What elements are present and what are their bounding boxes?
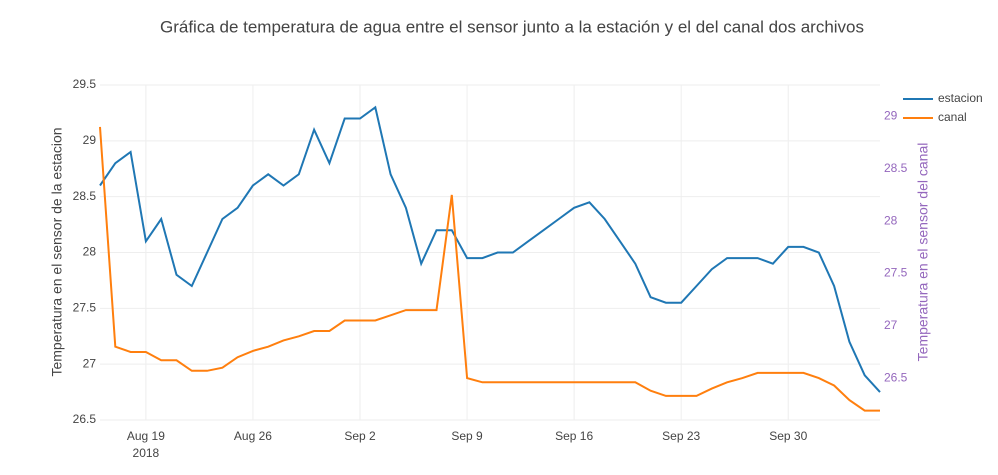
x-tick-label: Sep 2 <box>344 429 376 443</box>
x-tick-label: Sep 30 <box>769 429 807 443</box>
y2-tick-label: 27 <box>884 318 898 332</box>
x-tick-label: Aug 26 <box>234 429 272 443</box>
y-axis-title: Temperatura en el sensor de la estacion <box>49 127 65 376</box>
x-tick-label: Aug 19 <box>127 429 165 443</box>
y-tick-label: 26.5 <box>73 412 97 426</box>
x-tick-label: Sep 9 <box>451 429 483 443</box>
data-line <box>99 126 880 412</box>
legend-label: canal <box>938 110 967 124</box>
y2-tick-label: 26.5 <box>884 370 908 384</box>
chart-title: Gráfica de temperatura de agua entre el … <box>160 17 864 36</box>
y2-tick-label: 28 <box>884 213 898 227</box>
y2-axis-title: Temperatura en el sensor del canal <box>915 143 931 362</box>
y-tick-label: 27.5 <box>73 301 97 315</box>
y-tick-label: 28 <box>83 245 97 259</box>
y2-tick-label: 28.5 <box>884 161 908 175</box>
x-tick-label: Sep 16 <box>555 429 593 443</box>
data-line <box>99 105 881 393</box>
y-tick-label: 29 <box>83 133 97 147</box>
y-tick-label: 28.5 <box>73 189 97 203</box>
y2-tick-label: 27.5 <box>884 266 908 280</box>
y-tick-label: 27 <box>83 356 97 370</box>
y-tick-label: 29.5 <box>73 77 97 91</box>
y2-tick-label: 29 <box>884 109 898 123</box>
x-year-label: 2018 <box>133 446 160 460</box>
x-tick-label: Sep 23 <box>662 429 700 443</box>
legend-label: estacion <box>938 91 983 105</box>
